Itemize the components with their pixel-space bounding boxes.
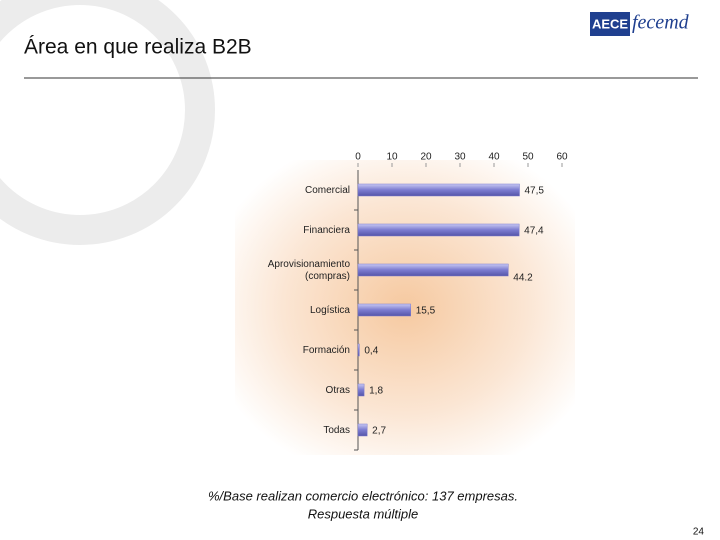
footnote: Respuesta múltiple <box>308 506 419 521</box>
logo-text: fecemd <box>632 12 690 34</box>
page-number: 24 <box>693 527 705 538</box>
bar <box>357 303 411 317</box>
category-label: Todas <box>323 425 350 436</box>
value-label: 15,5 <box>416 306 436 317</box>
logo-text: AECE <box>592 16 628 31</box>
bar <box>357 383 365 397</box>
x-tick-label: 10 <box>386 152 398 163</box>
logo-box <box>590 12 630 36</box>
watermark <box>0 0 215 245</box>
x-tick-label: 40 <box>488 152 500 163</box>
bar <box>357 343 360 357</box>
value-label: 47,4 <box>524 226 544 237</box>
slide-title: Área en que realiza B2B <box>24 36 252 59</box>
category-label: Aprovisionamiento (compras) <box>267 259 350 282</box>
category-label: Financiera <box>303 225 350 236</box>
category-label: Logística <box>309 305 350 316</box>
category-label: Otras <box>325 385 350 396</box>
bar <box>357 183 520 197</box>
x-tick-label: 0 <box>355 152 361 163</box>
category-label: Comercial <box>304 185 350 196</box>
value-label: 47,5 <box>525 186 545 197</box>
x-tick-label: 50 <box>522 152 534 163</box>
bar <box>357 263 509 277</box>
bar <box>357 423 368 437</box>
x-tick-label: 60 <box>556 152 568 163</box>
x-tick-label: 20 <box>420 152 432 163</box>
footnote: %/Base realizan comercio electrónico: 13… <box>208 488 518 503</box>
value-label: 1,8 <box>369 386 383 397</box>
value-label: 2,7 <box>372 426 386 437</box>
value-label: 44.2 <box>513 273 533 284</box>
x-tick-label: 30 <box>454 152 466 163</box>
bar <box>357 223 520 237</box>
value-label: 0,4 <box>364 346 378 357</box>
category-label: Formación <box>302 345 350 356</box>
